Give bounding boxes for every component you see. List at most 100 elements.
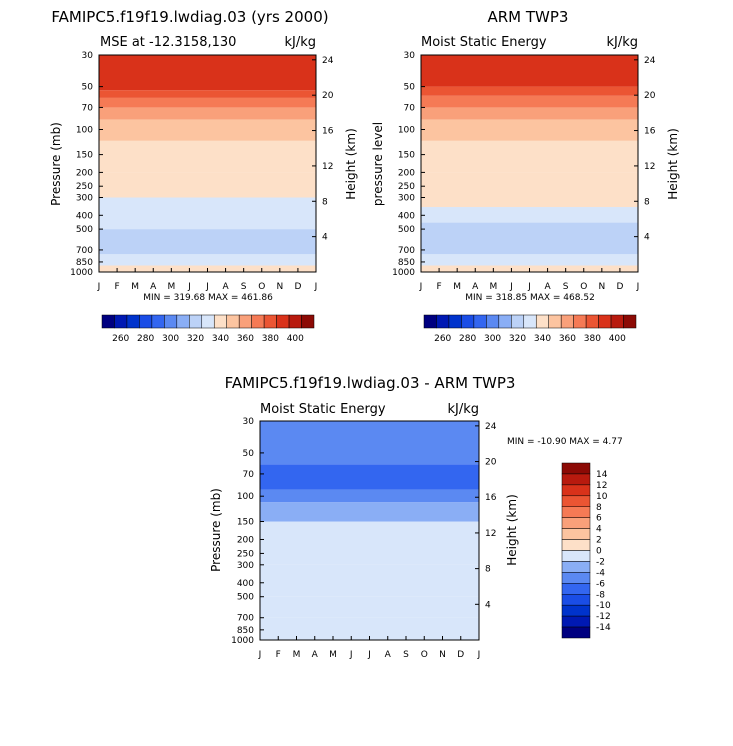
x-tick-label: S [403, 650, 409, 660]
colorbar-swatch [498, 314, 512, 329]
colorbar: 260 280 300 320 340 360 380 400 [101, 314, 315, 344]
colorbar-swatch [561, 615, 591, 628]
contour-band [99, 254, 316, 266]
colorbar-label: 380 [584, 334, 601, 344]
colorbar-label: 300 [484, 334, 501, 344]
stats-label: MIN = -10.90 MAX = 4.77 [507, 437, 623, 447]
colorbar-swatch [473, 314, 487, 329]
colorbar-swatch [436, 314, 450, 329]
colorbar-swatch [585, 314, 599, 329]
colorbar-swatch [276, 314, 290, 329]
y-tick-label: 500 [76, 225, 93, 235]
contour-band [421, 95, 638, 108]
x-tick-label: J [314, 282, 318, 292]
stats-label: MIN = 319.68 MAX = 461.86 [143, 293, 273, 303]
difference-panel: FAMIPC5.f19f19.lwdiag.03 - ARM TWP3 Mois… [209, 374, 623, 660]
colorbar-label: 4 [596, 525, 602, 535]
contour-band [260, 489, 479, 503]
colorbar-swatch [548, 314, 562, 329]
x-tick-label: N [276, 282, 283, 292]
y-tick-label: 400 [398, 211, 415, 221]
y-tick-label: 100 [237, 492, 254, 502]
colorbar-swatch [151, 314, 165, 329]
y-tick-label: 250 [237, 549, 254, 559]
panel-title: FAMIPC5.f19f19.lwdiag.03 (yrs 2000) [51, 8, 328, 26]
y-right-tick-label: 20 [485, 458, 497, 468]
y-axis-label: Pressure (mb) [49, 122, 63, 206]
contour-band [421, 140, 638, 173]
x-tick-label: M [489, 282, 497, 292]
colorbar: 260 280 300 320 340 360 380 400 [423, 314, 637, 344]
x-tick-label: J [527, 282, 531, 292]
panel-units: kJ/kg [284, 35, 316, 50]
contour-band [421, 119, 638, 130]
colorbar-label: 280 [137, 334, 154, 344]
colorbar-swatch [461, 314, 475, 329]
contour-band [260, 539, 479, 565]
y-tick-label: 1000 [392, 268, 415, 278]
colorbar-swatch [523, 314, 537, 329]
colorbar-swatch [423, 314, 437, 329]
contour-band [421, 222, 638, 255]
y-right-tick-label: 4 [644, 233, 650, 243]
colorbar-label: 300 [162, 334, 179, 344]
x-tick-label: J [367, 650, 371, 660]
heatmap-plot: J F M A M J J A S O N D J305070100150200250300400500… [392, 51, 656, 292]
y-tick-label: 400 [237, 579, 254, 589]
colorbar-swatch [251, 314, 265, 329]
y-tick-label: 250 [76, 182, 93, 192]
y-right-tick-label: 8 [644, 197, 650, 207]
y-axis-right-label: Height (km) [344, 128, 358, 199]
y-right-tick-label: 24 [322, 56, 334, 66]
y-tick-label: 850 [237, 626, 254, 636]
x-tick-label: D [616, 282, 623, 292]
x-tick-label: F [436, 282, 441, 292]
colorbar-label: 340 [212, 334, 229, 344]
x-tick-label: O [580, 282, 587, 292]
contour-band [99, 129, 316, 141]
model-mse-panel: FAMIPC5.f19f19.lwdiag.03 (yrs 2000) MSE … [49, 8, 358, 344]
colorbar-swatch [561, 572, 591, 584]
colorbar-swatch [114, 314, 128, 329]
x-tick-label: F [276, 650, 281, 660]
colorbar-label: 320 [187, 334, 204, 344]
y-tick-label: 200 [237, 535, 254, 545]
y-right-tick-label: 12 [322, 162, 333, 172]
x-tick-label: J [97, 282, 101, 292]
x-tick-label: J [477, 650, 481, 660]
y-axis-right-label: Height (km) [666, 128, 680, 199]
y-tick-label: 30 [404, 51, 416, 61]
x-tick-label: O [258, 282, 265, 292]
colorbar-label: -10 [596, 601, 611, 611]
y-tick-label: 400 [76, 211, 93, 221]
panel-title: ARM TWP3 [488, 8, 569, 26]
colorbar-swatch [213, 314, 227, 329]
colorbar-label: -12 [596, 612, 611, 622]
colorbar-label: 340 [534, 334, 551, 344]
x-tick-label: J [349, 650, 353, 660]
colorbar-swatch [561, 484, 591, 497]
x-tick-label: M [453, 282, 461, 292]
y-tick-label: 100 [398, 126, 415, 136]
x-tick-label: D [294, 282, 301, 292]
contour-band [421, 207, 638, 223]
contour-band [421, 107, 638, 120]
colorbar-swatch [101, 314, 115, 329]
stats-label: MIN = 318.85 MAX = 468.52 [465, 293, 595, 303]
colorbar-swatch [201, 314, 215, 329]
colorbar-swatch [623, 314, 637, 329]
heatmap-plot: J F M A M J J A S O N D J305070100150200250300400500… [231, 417, 497, 660]
x-tick-label: A [312, 650, 319, 660]
y-tick-label: 700 [398, 246, 415, 256]
y-tick-label: 70 [82, 103, 94, 113]
y-tick-label: 250 [398, 182, 415, 192]
x-tick-label: N [439, 650, 446, 660]
y-right-tick-label: 20 [322, 91, 334, 101]
colorbar-label: 360 [237, 334, 254, 344]
colorbar-swatch [598, 314, 612, 329]
panel-subtitle-left: Moist Static Energy [421, 35, 547, 50]
y-tick-label: 300 [237, 561, 254, 571]
colorbar-swatch [561, 495, 591, 507]
